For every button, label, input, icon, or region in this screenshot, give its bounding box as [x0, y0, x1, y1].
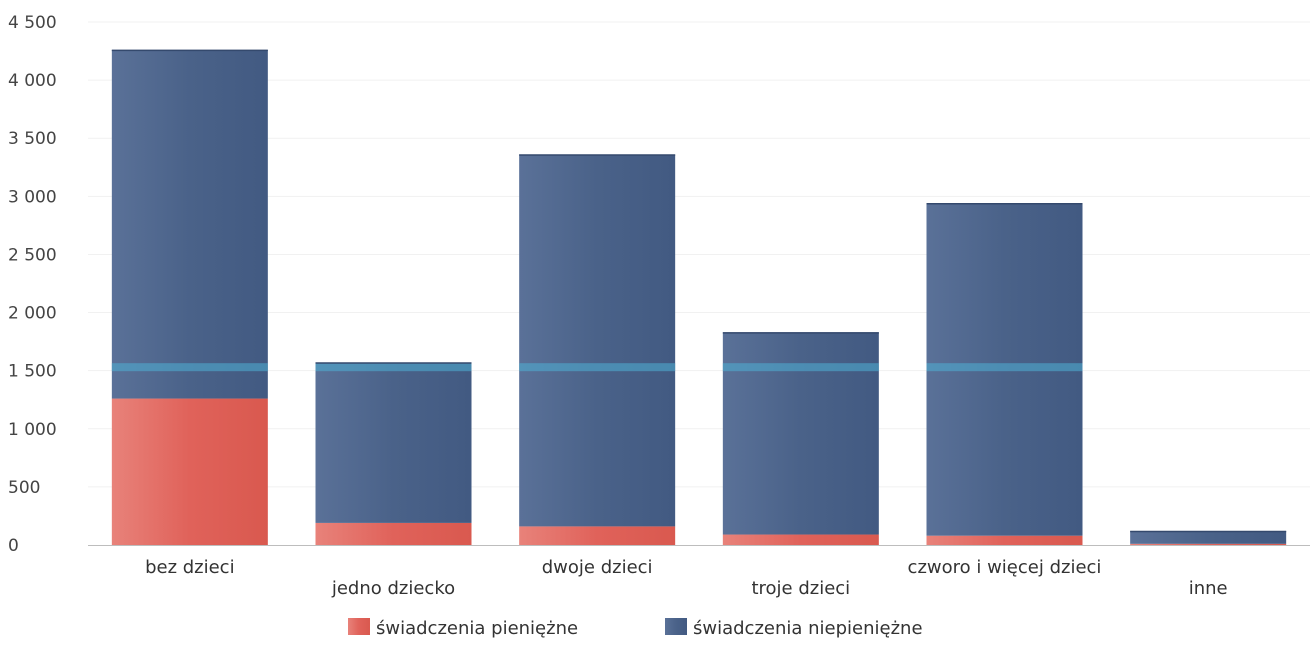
bar-highlight-band	[722, 363, 879, 372]
bar-niepieniezne	[519, 154, 676, 527]
bar-niepieniezne	[722, 332, 879, 535]
bar-niepieniezne	[111, 49, 268, 399]
bar-highlight-band	[926, 363, 1083, 372]
legend-label: świadczenia niepieniężne	[693, 618, 923, 639]
x-tick-label: dwoje dzieci	[542, 557, 653, 578]
legend-swatch	[348, 618, 370, 635]
y-tick-label: 3 500	[8, 129, 57, 149]
bar-pieniezne	[926, 535, 1083, 545]
bar-highlight-band	[315, 363, 472, 372]
x-tick-label: czworo i więcej dzieci	[908, 557, 1102, 578]
bar-pieniezne	[315, 522, 472, 545]
bar-pieniezne	[1130, 543, 1287, 545]
bar-pieniezne	[722, 534, 879, 545]
y-tick-label: 4 500	[8, 13, 57, 33]
bar-pieniezne	[519, 526, 676, 545]
y-tick-label: 4 000	[8, 71, 57, 91]
bar-niepieniezne	[315, 362, 472, 523]
legend-swatch	[665, 618, 687, 635]
y-tick-label: 500	[8, 478, 40, 498]
legend-label: świadczenia pieniężne	[376, 618, 578, 639]
y-tick-label: 2 500	[8, 245, 57, 265]
grid-lines	[88, 21, 1310, 488]
y-tick-label: 1 500	[8, 362, 57, 382]
y-tick-label: 3 000	[8, 187, 57, 207]
y-axis: 0 500 1 000 1 500 2 000 2 500 3 000 3 500 4 000 4…	[8, 13, 57, 556]
y-tick-label: 0	[8, 536, 19, 556]
x-tick-label: troje dzieci	[751, 578, 850, 599]
bar-highlight-band	[111, 363, 268, 372]
y-tick-label: 2 000	[8, 304, 57, 324]
bar-niepieniezne	[1130, 531, 1287, 544]
legend: świadczenia pieniężne świadczenia niepien…	[348, 618, 923, 639]
y-tick-label: 1 000	[8, 420, 57, 440]
x-tick-label: bez dzieci	[145, 557, 235, 578]
x-axis: bez dzieci jedno dziecko dwoje dzieci troje…	[145, 557, 1228, 599]
x-tick-label: inne	[1189, 578, 1228, 599]
bar-pieniezne	[111, 398, 268, 545]
bars	[111, 49, 1287, 545]
x-tick-label: jedno dziecko	[331, 578, 455, 599]
bar-highlight-band	[519, 363, 676, 372]
